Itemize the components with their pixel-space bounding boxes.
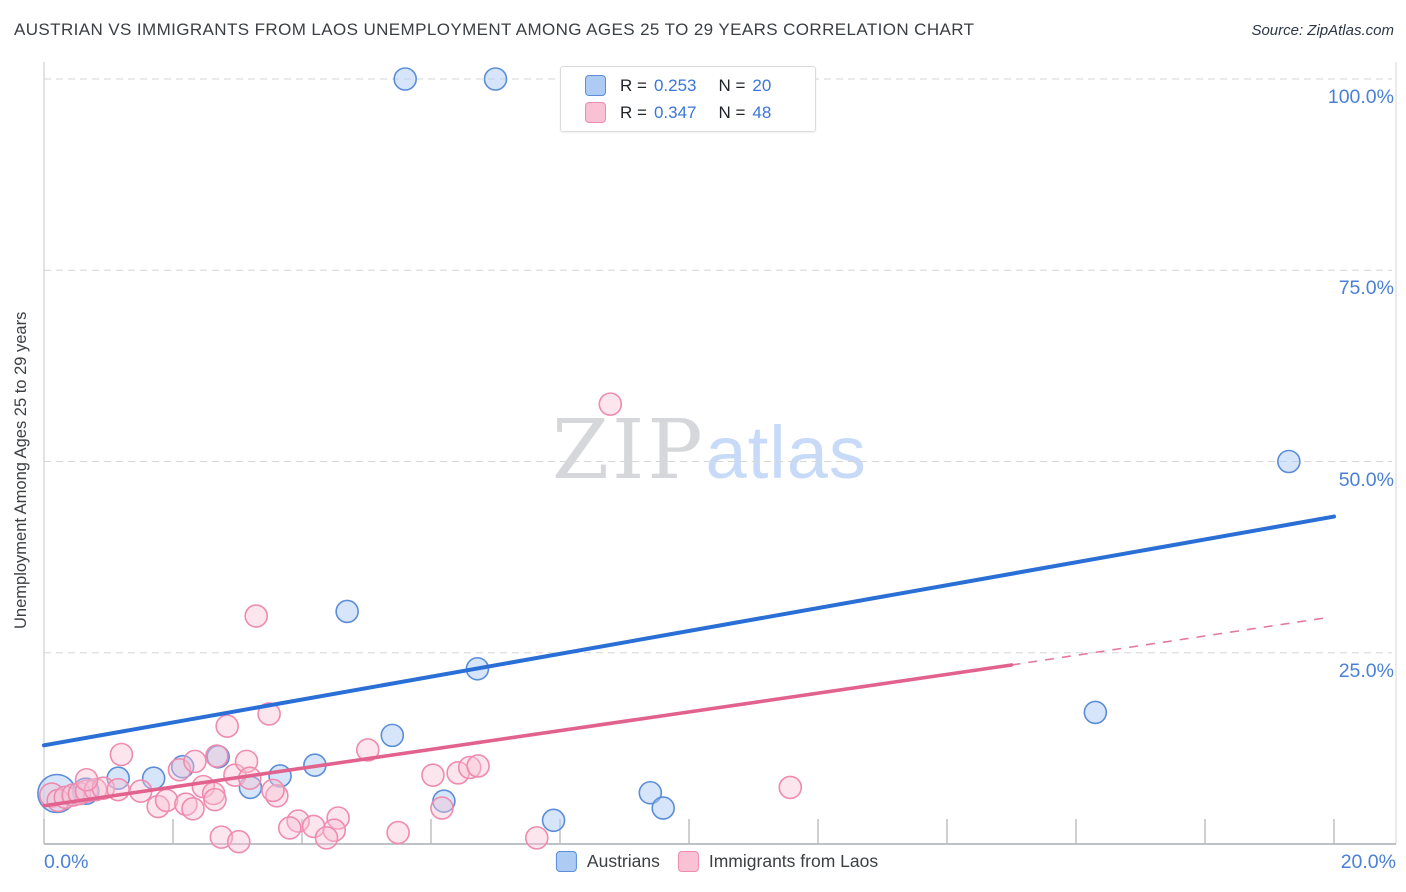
trend-line-laos-extension bbox=[1011, 616, 1328, 666]
y-axis-title: Unemployment Among Ages 25 to 29 years bbox=[12, 311, 30, 629]
scatter-point-austrians[interactable] bbox=[483, 67, 508, 91]
trend-line-laos bbox=[42, 663, 1014, 808]
watermark-zip-text: ZIP bbox=[552, 403, 706, 498]
stats-row-austrians: R = 0.253 N = 20 bbox=[585, 75, 815, 96]
stats-row-laos: R = 0.347 N = 48 bbox=[585, 102, 815, 123]
n-value: 20 bbox=[752, 75, 772, 95]
legend-swatch-austrians bbox=[555, 851, 577, 872]
r-label: R = bbox=[620, 75, 647, 95]
r-value: 0.347 bbox=[653, 102, 697, 122]
scatter-point-laos[interactable] bbox=[74, 767, 99, 792]
page-title: AUSTRIAN VS IMMIGRANTS FROM LAOS UNEMPLO… bbox=[14, 20, 975, 39]
legend-item-austrians[interactable]: Austrians bbox=[555, 851, 660, 872]
scatter-point-laos[interactable] bbox=[277, 816, 302, 840]
scatter-point-austrians[interactable] bbox=[1083, 700, 1108, 725]
scatter-point-laos[interactable] bbox=[355, 738, 380, 762]
scatter-point-laos[interactable] bbox=[466, 754, 490, 778]
austrians-swatch bbox=[585, 75, 606, 96]
scatter-point-laos[interactable] bbox=[261, 778, 285, 803]
x-axis-max-label: 20.0% bbox=[1340, 851, 1396, 873]
scatter-point-laos[interactable] bbox=[244, 604, 269, 628]
scatter-point-laos[interactable] bbox=[226, 829, 251, 854]
scatter-point-laos[interactable] bbox=[181, 797, 205, 821]
scatter-point-laos[interactable] bbox=[154, 788, 179, 813]
scatter-point-laos[interactable] bbox=[205, 744, 229, 768]
y-axis-tick-label: 25.0% bbox=[1338, 659, 1394, 682]
n-label: N = bbox=[718, 75, 746, 95]
r-value: 0.253 bbox=[653, 75, 697, 95]
trend-line-austrians bbox=[42, 514, 1336, 748]
scatter-point-austrians[interactable] bbox=[335, 599, 359, 624]
legend-label-laos: Immigrants from Laos bbox=[708, 851, 879, 871]
scatter-point-laos[interactable] bbox=[215, 714, 239, 738]
x-axis-min-label: 0.0% bbox=[44, 851, 89, 873]
scatter-point-laos[interactable] bbox=[430, 796, 454, 820]
y-axis-tick-label: 100.0% bbox=[1327, 86, 1394, 108]
legend-item-laos[interactable]: Immigrants from Laos bbox=[677, 851, 879, 872]
scatter-point-laos[interactable] bbox=[257, 702, 281, 726]
correlation-stats-box: R = 0.253 N = 20 R = 0.347 N = 48 bbox=[560, 66, 816, 132]
watermark: ZIPatlas bbox=[552, 410, 867, 492]
scatter-point-laos[interactable] bbox=[386, 820, 410, 845]
n-value: 48 bbox=[752, 102, 772, 122]
scatter-point-austrians[interactable] bbox=[541, 808, 566, 833]
scatter-point-laos[interactable] bbox=[778, 775, 803, 800]
scatter-point-austrians[interactable] bbox=[393, 67, 418, 91]
scatter-point-austrians[interactable] bbox=[170, 754, 195, 779]
scatter-point-laos[interactable] bbox=[209, 825, 234, 849]
legend-swatch-laos bbox=[677, 851, 699, 872]
watermark-atlas-text: atlas bbox=[705, 411, 867, 494]
scatter-point-laos[interactable] bbox=[109, 742, 134, 767]
y-axis-tick-label: 50.0% bbox=[1338, 468, 1394, 491]
source-label: Source: ZipAtlas.com bbox=[1251, 22, 1394, 39]
scatter-point-laos[interactable] bbox=[203, 787, 227, 812]
scatter-point-laos[interactable] bbox=[183, 749, 207, 774]
scatter-point-austrians[interactable] bbox=[638, 780, 663, 805]
scatter-point-austrians[interactable] bbox=[380, 723, 405, 748]
scatter-point-laos[interactable] bbox=[457, 755, 482, 780]
scatter-point-austrians[interactable] bbox=[1277, 449, 1301, 474]
scatter-point-austrians[interactable] bbox=[651, 796, 676, 820]
legend: Austrians Immigrants from Laos bbox=[555, 851, 879, 872]
r-label: R = bbox=[620, 102, 647, 122]
n-label: N = bbox=[718, 102, 746, 122]
scatter-point-laos[interactable] bbox=[314, 826, 339, 850]
scatter-point-laos[interactable] bbox=[421, 763, 445, 787]
y-axis-tick-label: 75.0% bbox=[1338, 277, 1394, 300]
scatter-point-laos[interactable] bbox=[598, 392, 623, 416]
laos-swatch bbox=[585, 102, 606, 123]
scatter-point-laos[interactable] bbox=[524, 826, 549, 850]
legend-label-austrians: Austrians bbox=[586, 851, 660, 871]
